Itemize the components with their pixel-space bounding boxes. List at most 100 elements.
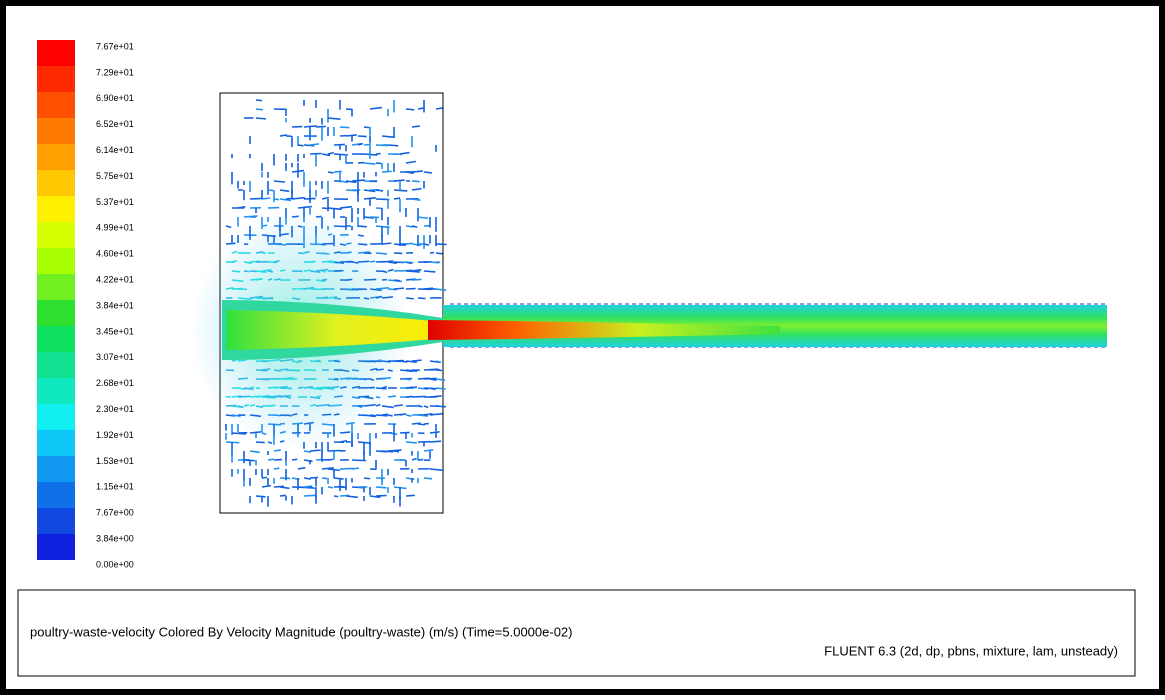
vector [436,370,442,371]
vector [316,126,326,127]
vector [364,144,371,145]
colorbar-label: 3.84e+01 [96,300,134,310]
colorbar-band [37,248,75,274]
vector [334,478,344,479]
vector [310,144,319,145]
vector [412,126,420,127]
vector [352,180,365,181]
colorbar-band [37,352,75,378]
colorbar-label: 6.14e+01 [96,145,134,155]
vector [304,451,311,452]
colorbar-label: 3.07e+01 [96,352,134,362]
vector [376,487,386,488]
colorbar-label: 4.60e+01 [96,249,134,259]
vector [334,144,345,145]
colorbar-label: 7.67e+00 [96,508,134,518]
vector [274,199,279,200]
colorbar-label: 0.00e+00 [96,559,134,569]
vector [268,190,273,191]
vector [328,487,333,488]
colorbar-band [37,170,75,196]
colorbar-label: 4.99e+01 [96,223,134,233]
vector [412,279,422,280]
vector [400,432,410,433]
vector [412,360,422,361]
vector [406,495,415,496]
colorbar-band [37,222,75,248]
caption-description: poultry-waste-velocity Colored By Veloci… [30,624,572,639]
vector [406,396,413,397]
colorbar-label: 4.22e+01 [96,274,134,284]
vector [382,171,392,172]
vector [334,496,338,497]
colorbar-label: 2.68e+01 [96,378,134,388]
colorbar-band [37,482,75,508]
vector [352,468,359,469]
colorbar-label: 3.45e+01 [96,326,134,336]
vector [418,298,426,299]
vector [322,478,327,479]
vector [376,190,383,191]
vector [412,171,423,172]
colorbar-label: 6.90e+01 [96,93,134,103]
vector [406,379,411,380]
vector [382,243,391,244]
colorbar-label: 5.37e+01 [96,197,134,207]
vector [430,396,442,397]
vector [406,109,414,110]
frame [3,3,1162,692]
vector [280,495,286,496]
colorbar-band [37,430,75,456]
vector [304,126,317,127]
vector [280,135,287,136]
vector [256,118,266,119]
vector [256,496,266,497]
vector [250,198,263,199]
vector [304,495,316,496]
vector [406,298,414,299]
vector [424,478,432,479]
colorbar-band [37,66,75,92]
colorbar [37,40,75,560]
vector [364,163,375,164]
vector [406,243,412,244]
colorbar-label: 7.29e+01 [96,67,134,77]
vector [412,181,420,182]
vector [394,451,399,452]
vector [364,478,370,479]
colorbar-band [37,196,75,222]
vector [274,468,279,469]
vector [256,100,262,101]
vector [298,145,304,146]
colorbar-band [37,508,75,534]
vector [376,495,387,496]
colorbar-label: 1.15e+01 [96,482,134,492]
colorbar-label: 2.30e+01 [96,404,134,414]
vector [394,198,400,199]
vector [418,424,425,425]
colorbar-band [37,300,75,326]
vector [436,388,446,389]
caption-solver: FLUENT 6.3 (2d, dp, pbns, mixture, lam, … [824,643,1118,658]
vector [328,459,333,460]
vector [310,450,321,451]
colorbar-band [37,144,75,170]
vector [406,442,417,443]
colorbar-band [37,404,75,430]
vector [388,145,398,146]
colorbar-band [37,92,75,118]
vector [310,477,318,478]
colorbar-band [37,456,75,482]
vector [412,387,417,388]
vector [364,127,369,128]
vector [418,406,422,407]
colorbar-label: 1.53e+01 [96,456,134,466]
colorbar-label: 7.67e+01 [96,41,134,51]
colorbar-label: 5.75e+01 [96,171,134,181]
vector [382,414,388,415]
vector [340,468,353,469]
vector [328,450,341,451]
vector [340,127,349,128]
vector [436,253,442,254]
colorbar-band [37,378,75,404]
